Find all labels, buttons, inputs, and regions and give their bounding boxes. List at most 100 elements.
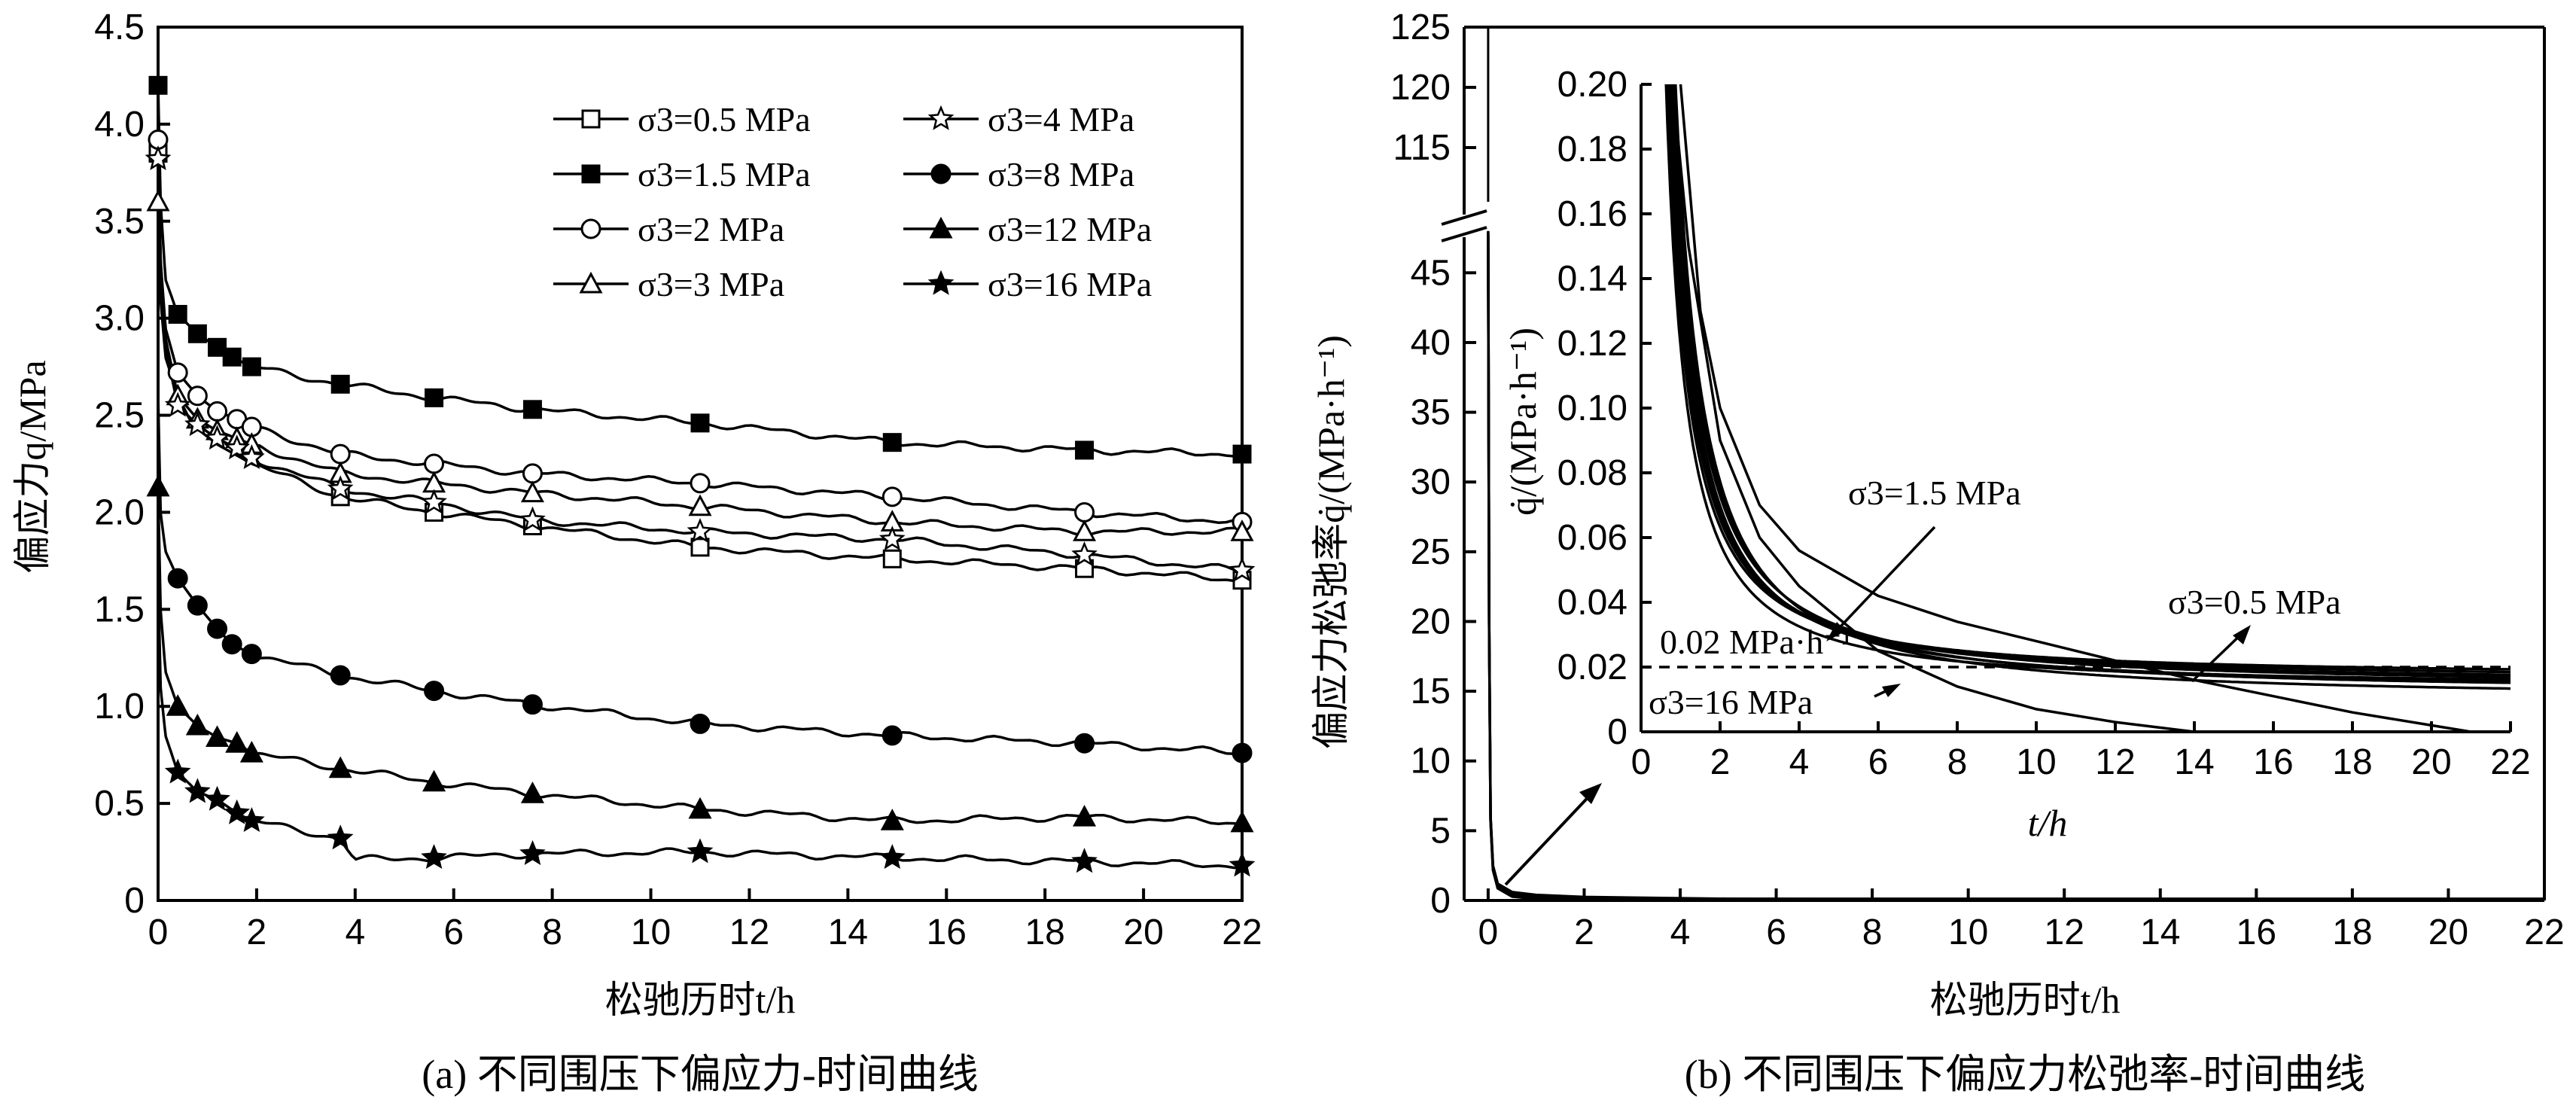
y-tick-label: 1.0 — [94, 687, 145, 727]
x-tick-label: 14 — [2140, 913, 2180, 952]
inset-x-ticks: 0 2 4 6 8 10 12 14 16 18 20 22 — [1631, 721, 2531, 782]
data-point-square-filled — [690, 413, 710, 433]
y-tick-label: 3.0 — [94, 299, 145, 339]
data-point-square-filled — [581, 164, 601, 184]
series-line — [157, 139, 1243, 524]
x-tick-label: 18 — [2332, 913, 2372, 952]
data-point-square-filled — [148, 75, 168, 95]
data-point-star-open — [687, 517, 714, 544]
data-point-star-open — [184, 411, 211, 437]
data-point-square-open — [882, 549, 902, 568]
inset-y-tick-label: 0.14 — [1557, 259, 1628, 299]
panel-b-caption: (b) 不同围压下偏应力松弛率-时间曲线 — [1685, 1052, 2365, 1097]
axis-break-mark — [1441, 209, 1487, 226]
panel-b-x-axis-label: 松驰历时t/h — [1930, 979, 2121, 1021]
y-tick-label: 40 — [1411, 323, 1451, 363]
inset-y-tick-label: 0.18 — [1557, 129, 1628, 169]
x-tick-label: 12 — [2045, 913, 2084, 952]
y-tick-label: 35 — [1411, 393, 1451, 433]
inset-threshold-label: 0.02 MPa·h⁻¹ — [1660, 623, 1852, 661]
data-point-triangle-filled — [166, 694, 190, 716]
x-tick-label: 22 — [1222, 913, 1262, 952]
data-point-triangle-filled — [328, 756, 352, 778]
y-tick-label: 1.5 — [94, 590, 145, 629]
data-point-star-filled — [1229, 852, 1256, 877]
data-point-star-open — [224, 434, 251, 460]
x-tick-label: 0 — [148, 913, 169, 952]
data-point-square-open — [581, 109, 601, 129]
inset-pointer-arrow — [1504, 788, 1597, 886]
y-tick-label: 0 — [124, 881, 145, 921]
data-point-triangle-filled — [880, 809, 904, 830]
inset-x-tick-label: 18 — [2332, 742, 2372, 782]
data-point-triangle-open — [688, 494, 712, 516]
data-point-star-filled — [327, 824, 354, 850]
panel-a-y-axis-label: 偏应力q/MPa — [11, 360, 53, 573]
data-point-triangle-filled — [206, 725, 230, 747]
data-point-square-filled — [1075, 440, 1095, 460]
data-point-star-filled — [164, 758, 191, 784]
data-point-circle-filled — [187, 595, 208, 616]
data-point-square-filled — [187, 324, 207, 343]
data-point-star-open — [204, 425, 230, 450]
panel-a-legend: σ3=0.5 MPa σ3=4 MPa σ3=1.5 MPa σ3=8 MPa σ3=2… — [553, 100, 1152, 303]
inset-x-tick-label: 10 — [2016, 742, 2056, 782]
inset-y-tick-label: 0.16 — [1557, 194, 1628, 234]
panel-b-y-axis-label: 偏应力松弛率q̇/(MPa·h⁻¹) — [1310, 335, 1352, 749]
inset-y-tick-label: 0.12 — [1557, 324, 1628, 364]
data-point-circle-open — [882, 486, 903, 507]
inset-y-ticks: 0 0.02 0.04 0.06 0.08 0.10 0.12 0.14 0.16 0.18 0.2… — [1557, 65, 1652, 752]
inset-y-tick-label: 0.06 — [1557, 518, 1628, 558]
x-tick-label: 20 — [1123, 913, 1163, 952]
y-tick-label: 20 — [1411, 602, 1451, 641]
data-point-square-filled — [242, 357, 261, 376]
data-point-triangle-filled — [239, 740, 263, 763]
y-tick-label: 10 — [1411, 742, 1451, 782]
data-point-circle-filled — [1232, 742, 1253, 763]
x-tick-label: 8 — [542, 913, 562, 952]
panel-a-x-axis-label: 松驰历时t/h — [605, 979, 796, 1021]
panel-a-x-ticks: 0 2 4 6 8 10 12 14 16 18 20 22 — [148, 888, 1262, 952]
y-tick-label: 115 — [1393, 128, 1451, 168]
legend-entry-label: σ3=8 MPa — [988, 155, 1134, 193]
inset-curves — [1664, 84, 2511, 733]
data-point-circle-filled — [882, 725, 903, 746]
data-point-star-filled — [878, 844, 906, 870]
data-point-circle-filled — [424, 681, 445, 702]
data-point-star-filled — [927, 270, 955, 295]
inset-pointer-arrowhead — [1579, 783, 1602, 804]
x-tick-label: 16 — [2236, 913, 2276, 952]
data-point-circle-open — [167, 362, 188, 383]
inset-y-tick-label: 0 — [1607, 712, 1628, 752]
data-point-circle-filled — [207, 618, 228, 639]
panel-a-plot-frame — [157, 26, 1244, 902]
data-point-star-filled — [1071, 848, 1098, 873]
data-point-square-filled — [208, 337, 227, 357]
inset-x-tick-label: 22 — [2490, 742, 2530, 782]
legend-entry-label: σ3=0.5 MPa — [638, 100, 811, 139]
inset-y-tick-label: 0.02 — [1557, 647, 1628, 687]
data-point-square-filled — [330, 374, 350, 394]
data-point-circle-open — [424, 453, 445, 474]
data-point-triangle-filled — [520, 782, 544, 803]
inset-x-tick-label: 2 — [1710, 742, 1731, 782]
data-point-star-filled — [687, 838, 714, 864]
data-point-triangle-open — [146, 189, 170, 212]
legend-entry-label: σ3=16 MPa — [988, 265, 1152, 303]
y-tick-label: 0.5 — [94, 784, 145, 824]
x-tick-label: 18 — [1025, 913, 1064, 952]
data-point-square-filled — [882, 433, 902, 452]
x-tick-label: 4 — [1670, 913, 1691, 952]
inset-chart: 0 0.02 0.04 0.06 0.08 0.10 0.12 0.14 0.16 0.18 0.2… — [1502, 65, 2531, 844]
inset-series-line — [1671, 84, 2195, 733]
data-point-square-filled — [168, 305, 187, 324]
x-tick-label: 14 — [828, 913, 868, 952]
inset-x-tick-label: 16 — [2253, 742, 2293, 782]
panel-b-y-ticks: 0 5 10 15 20 25 30 35 40 45 115 120 125 — [1390, 8, 1476, 921]
x-tick-label: 2 — [247, 913, 267, 952]
panel-a-y-ticks: 0 0.5 1.0 1.5 2.0 2.5 3.0 3.5 4.0 4.5 — [94, 8, 170, 921]
inset-y-tick-label: 0.20 — [1557, 65, 1628, 105]
data-point-triangle-filled — [929, 216, 953, 239]
x-tick-label: 20 — [2428, 913, 2468, 952]
